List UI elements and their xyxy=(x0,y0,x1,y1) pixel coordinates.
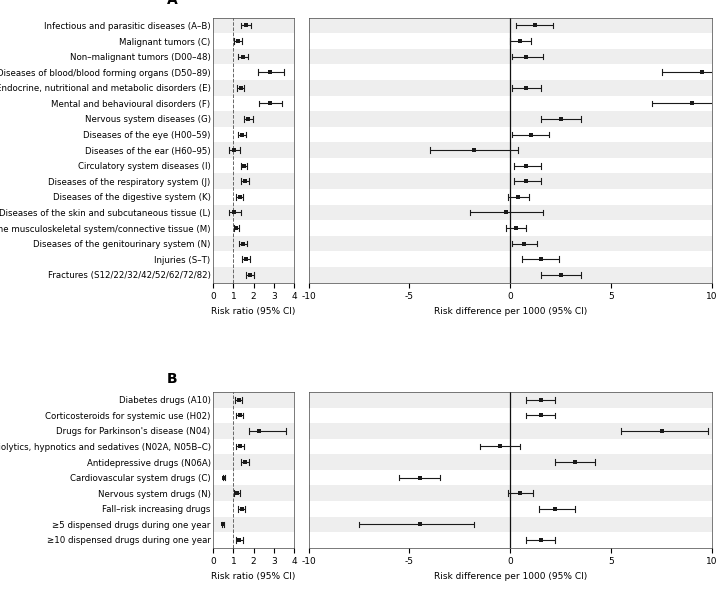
Bar xyxy=(309,423,712,439)
Bar xyxy=(213,111,294,127)
Bar xyxy=(309,111,712,127)
Bar xyxy=(309,33,712,49)
Bar xyxy=(213,204,294,220)
Bar xyxy=(309,64,712,80)
Bar xyxy=(309,267,712,283)
Bar xyxy=(309,454,712,470)
Bar xyxy=(213,64,294,80)
X-axis label: Risk difference per 1000 (95% CI): Risk difference per 1000 (95% CI) xyxy=(434,572,587,581)
X-axis label: Risk ratio (95% CI): Risk ratio (95% CI) xyxy=(211,572,296,581)
Bar xyxy=(309,439,712,454)
Bar xyxy=(213,158,294,174)
Bar xyxy=(309,517,712,532)
Bar xyxy=(309,485,712,501)
Bar xyxy=(213,439,294,454)
Bar xyxy=(213,49,294,64)
Bar xyxy=(213,501,294,517)
Text: A: A xyxy=(166,0,177,7)
Bar xyxy=(309,80,712,95)
Bar xyxy=(213,454,294,470)
Bar xyxy=(213,267,294,283)
Bar xyxy=(213,532,294,548)
Bar xyxy=(309,236,712,252)
Bar xyxy=(213,423,294,439)
Bar xyxy=(309,127,712,143)
Bar xyxy=(213,470,294,485)
Bar xyxy=(213,95,294,111)
Bar xyxy=(309,49,712,64)
Bar xyxy=(309,532,712,548)
Bar xyxy=(309,252,712,267)
Bar xyxy=(309,189,712,204)
Bar xyxy=(213,18,294,33)
Bar xyxy=(309,158,712,174)
Bar xyxy=(309,470,712,485)
Bar xyxy=(213,408,294,423)
Text: B: B xyxy=(166,372,177,386)
Bar xyxy=(213,517,294,532)
Bar xyxy=(213,127,294,143)
Bar xyxy=(309,501,712,517)
Bar xyxy=(213,33,294,49)
Bar xyxy=(213,80,294,95)
Bar xyxy=(213,392,294,408)
X-axis label: Risk ratio (95% CI): Risk ratio (95% CI) xyxy=(211,307,296,316)
X-axis label: Risk difference per 1000 (95% CI): Risk difference per 1000 (95% CI) xyxy=(434,307,587,316)
Bar xyxy=(213,189,294,204)
Bar xyxy=(213,485,294,501)
Bar xyxy=(309,95,712,111)
Bar xyxy=(213,236,294,252)
Bar xyxy=(309,220,712,236)
Bar xyxy=(309,408,712,423)
Bar xyxy=(213,220,294,236)
Bar xyxy=(309,392,712,408)
Bar xyxy=(309,18,712,33)
Bar xyxy=(309,204,712,220)
Bar xyxy=(309,174,712,189)
Bar xyxy=(213,174,294,189)
Bar xyxy=(309,143,712,158)
Bar xyxy=(213,143,294,158)
Bar xyxy=(213,252,294,267)
